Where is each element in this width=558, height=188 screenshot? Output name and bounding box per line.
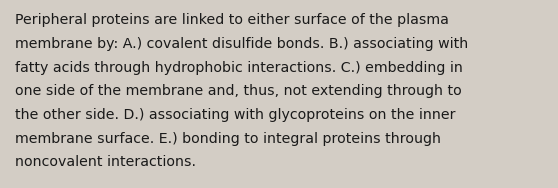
Text: one side of the membrane and, thus, not extending through to: one side of the membrane and, thus, not … bbox=[15, 84, 462, 98]
Text: membrane by: A.) covalent disulfide bonds. B.) associating with: membrane by: A.) covalent disulfide bond… bbox=[15, 37, 468, 51]
Text: Peripheral proteins are linked to either surface of the plasma: Peripheral proteins are linked to either… bbox=[15, 13, 449, 27]
Text: fatty acids through hydrophobic interactions. C.) embedding in: fatty acids through hydrophobic interact… bbox=[15, 61, 463, 74]
Text: membrane surface. E.) bonding to integral proteins through: membrane surface. E.) bonding to integra… bbox=[15, 132, 441, 146]
Text: noncovalent interactions.: noncovalent interactions. bbox=[15, 155, 196, 169]
Text: the other side. D.) associating with glycoproteins on the inner: the other side. D.) associating with gly… bbox=[15, 108, 455, 122]
